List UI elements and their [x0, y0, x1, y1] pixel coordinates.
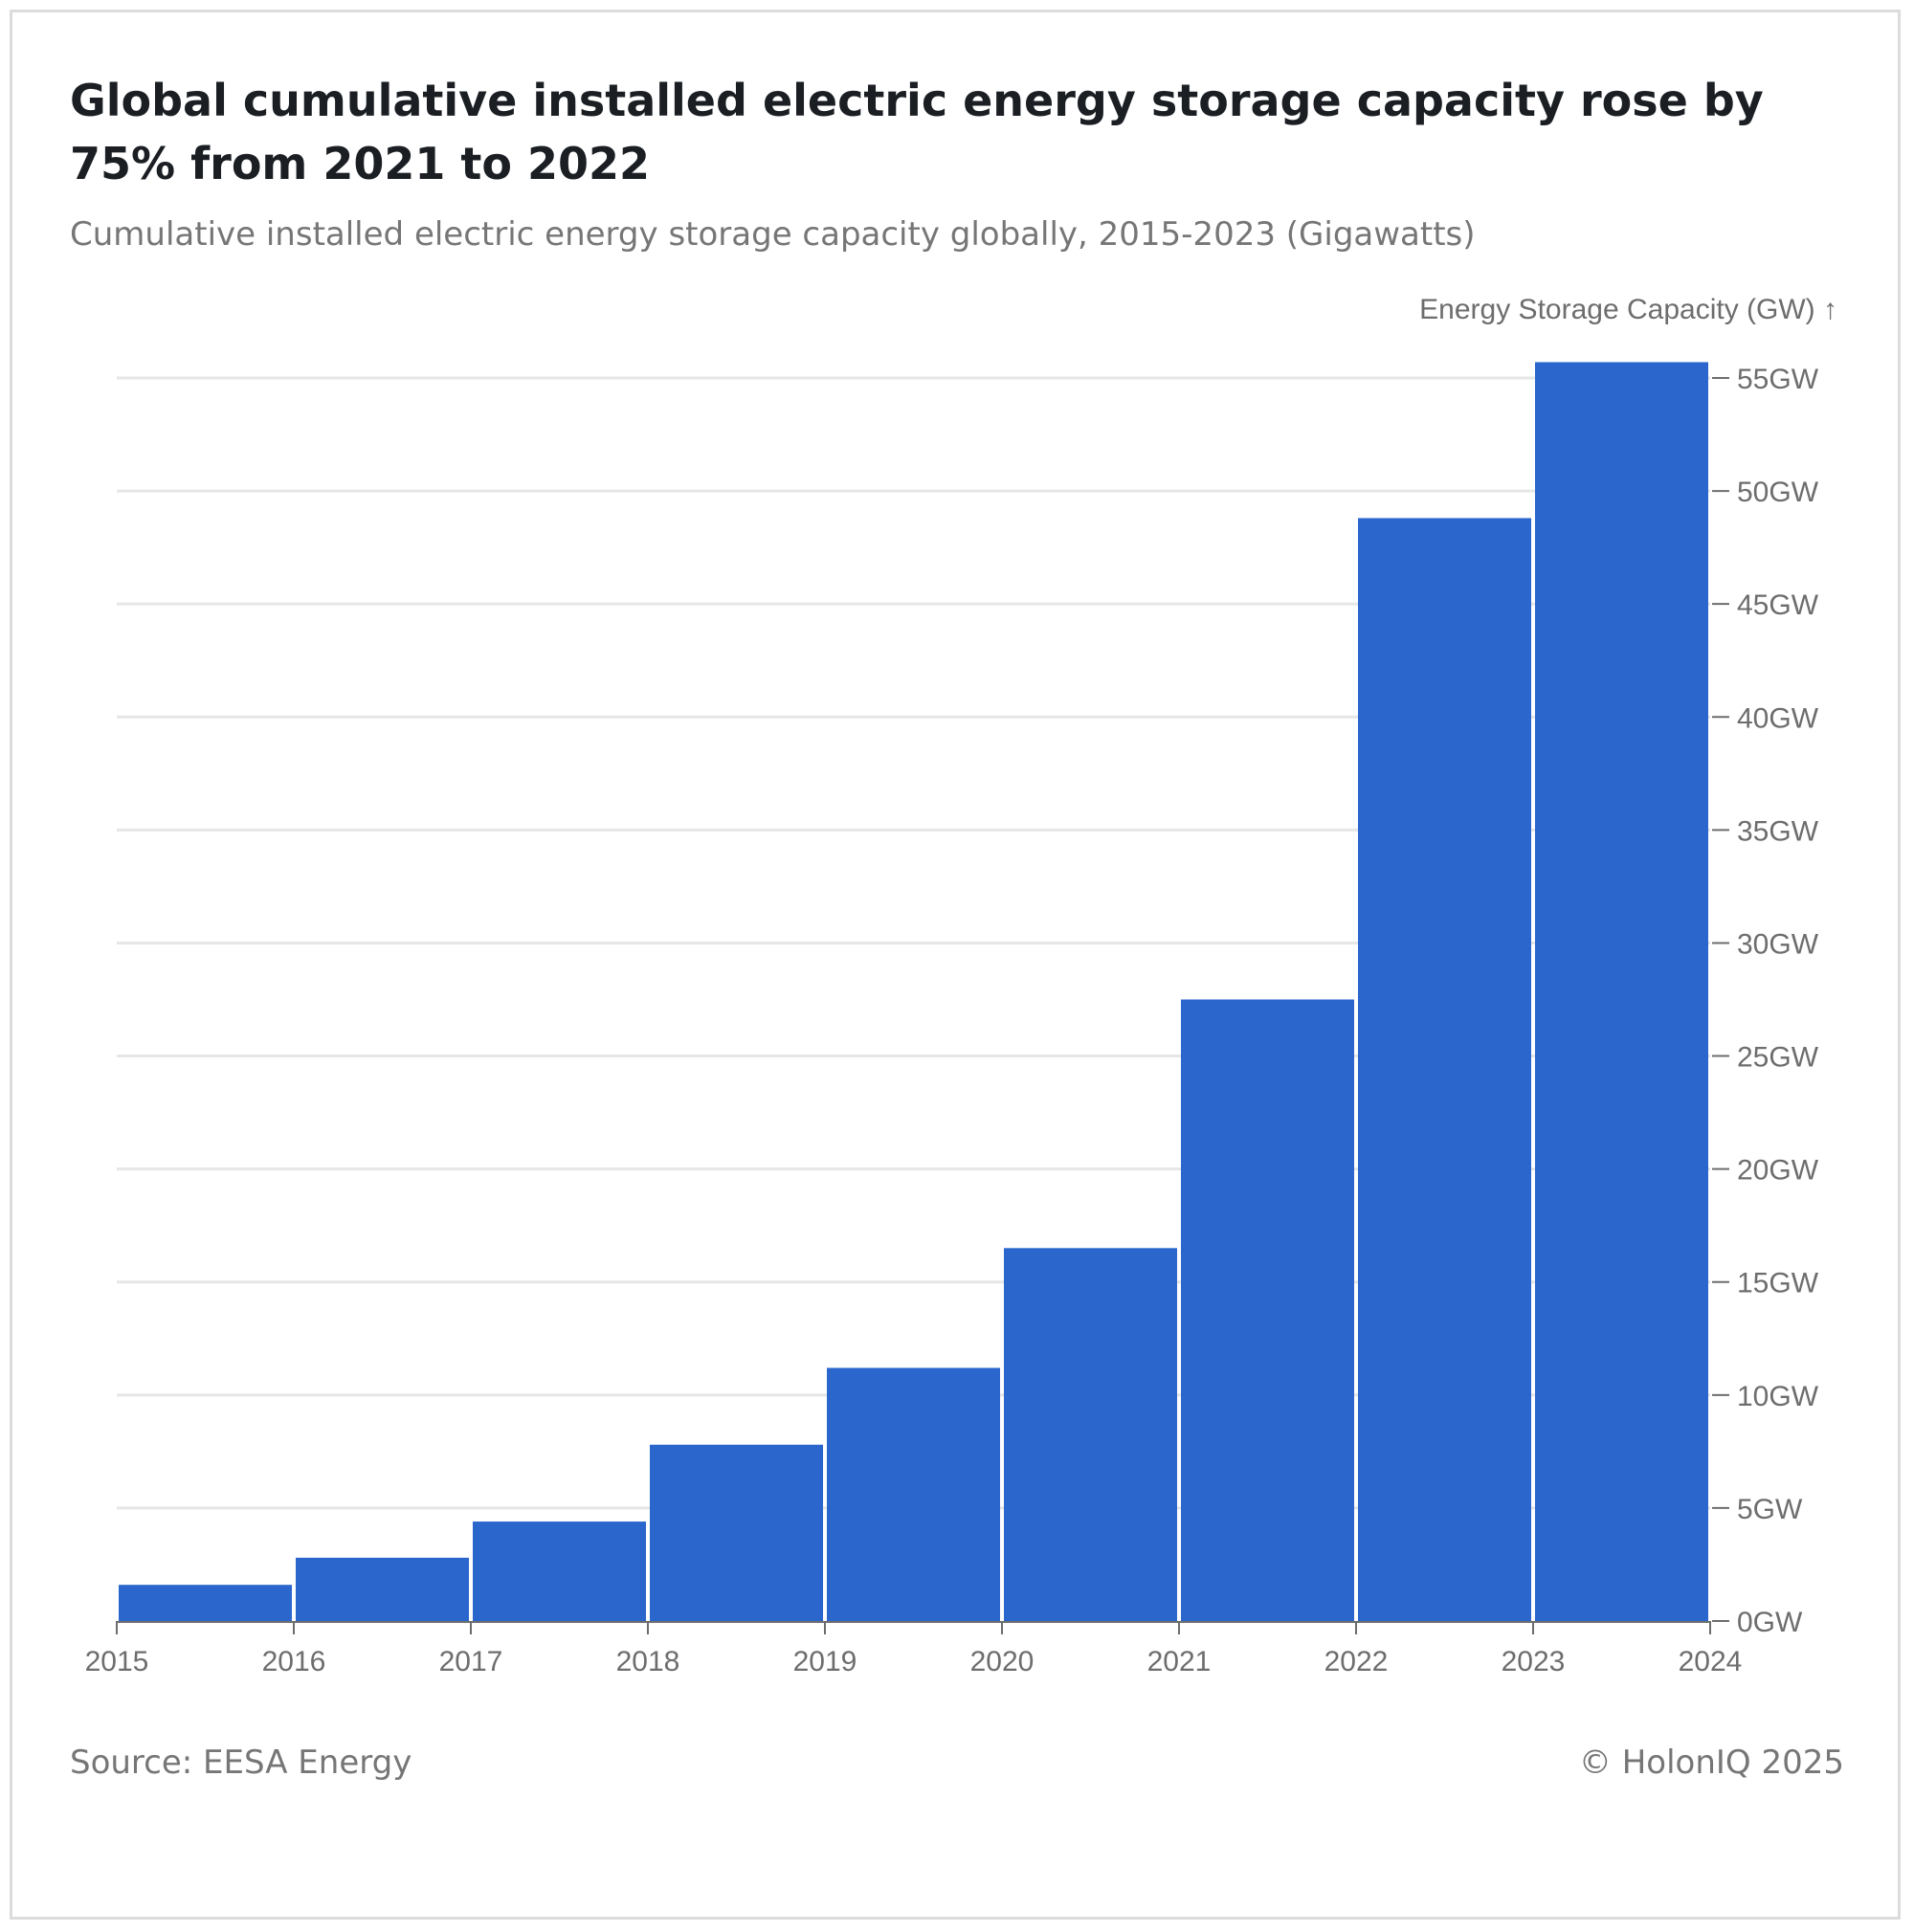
y-tick-label: 30GW	[1737, 928, 1819, 960]
chart-title: Global cumulative installed electric ene…	[70, 75, 1764, 189]
y-tick-label: 10GW	[1737, 1381, 1819, 1412]
y-tick-label: 15GW	[1737, 1268, 1819, 1299]
bar-2020	[1004, 1248, 1177, 1621]
bar-2016	[296, 1557, 469, 1621]
copyright-note: © HolonIQ 2025	[1578, 1743, 1844, 1782]
y-tick-label: 35GW	[1737, 815, 1819, 847]
x-tick-label: 2019	[793, 1646, 857, 1677]
axes: 0GW 5GW 10GW 15GW 20GW 25GW 30GW 35GW 40GW 45GW 50…	[85, 364, 1819, 1677]
x-tick-label: 2020	[970, 1646, 1035, 1677]
y-tick-label: 25GW	[1737, 1042, 1819, 1074]
bar-2019	[827, 1367, 1000, 1621]
y-tick-label: 50GW	[1737, 477, 1819, 508]
y-axis-title: Energy Storage Capacity (GW) ↑	[1419, 294, 1837, 325]
x-tick-label: 2021	[1147, 1646, 1212, 1677]
y-tick-label: 55GW	[1737, 364, 1819, 395]
x-tick-label: 2018	[616, 1646, 680, 1677]
bar-2018	[650, 1444, 823, 1621]
x-tick-label: 2017	[439, 1646, 503, 1677]
source-note: Source: EESA Energy	[70, 1743, 412, 1782]
y-tick-label: 5GW	[1737, 1494, 1803, 1525]
bar-2023	[1535, 362, 1708, 1621]
y-tick-label: 20GW	[1737, 1155, 1819, 1187]
x-tick-label: 2015	[85, 1646, 149, 1677]
y-tick-label: 45GW	[1737, 589, 1819, 621]
y-tick-label: 0GW	[1737, 1607, 1803, 1638]
bar-2017	[473, 1521, 646, 1621]
bar-2021	[1181, 999, 1354, 1621]
x-tick-label: 2024	[1679, 1646, 1743, 1677]
bar-2022	[1358, 518, 1531, 1621]
bars	[119, 362, 1708, 1621]
bar-chart: 0GW 5GW 10GW 15GW 20GW 25GW 30GW 35GW 40GW 45GW 50…	[85, 294, 1837, 1677]
x-tick-label: 2016	[262, 1646, 326, 1677]
bar-2015	[119, 1585, 292, 1621]
x-tick-label: 2022	[1324, 1646, 1389, 1677]
x-tick-label: 2023	[1502, 1646, 1566, 1677]
y-tick-label: 40GW	[1737, 702, 1819, 734]
chart-subtitle: Cumulative installed electric energy sto…	[70, 215, 1476, 254]
